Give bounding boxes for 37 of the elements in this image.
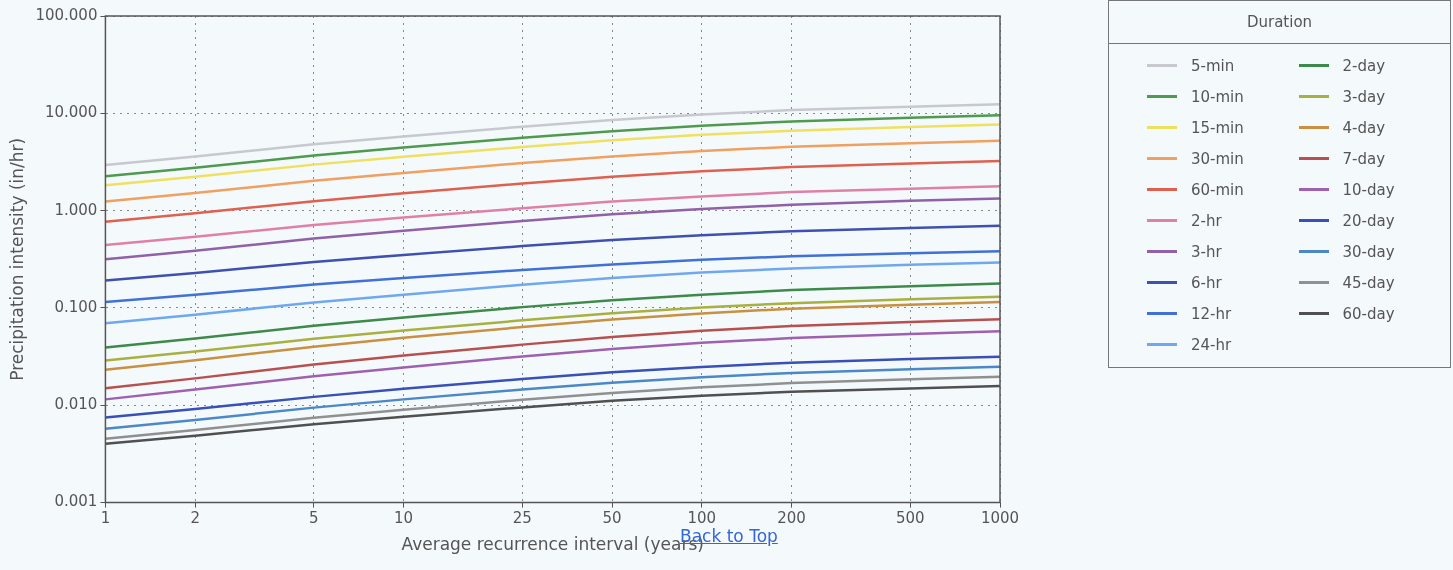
y-axis-title: Precipitation intensity (in/hr) [6,137,27,381]
legend-label: 6-hr [1191,273,1222,292]
legend-label: 10-min [1191,87,1244,106]
y-tick-label: 1.000 [54,200,98,219]
y-tick-label: 100.000 [35,5,98,24]
legend-label: 12-hr [1191,304,1232,323]
legend-label: 2-day [1342,56,1386,75]
x-tick-label: 200 [777,509,806,528]
y-tick-label: 0.010 [54,395,98,414]
legend-label: 3-day [1342,87,1386,106]
legend-label: 30-day [1342,242,1395,261]
legend-label: 10-day [1342,180,1395,199]
x-tick-label: 25 [512,509,532,528]
x-tick-label: 2 [190,509,200,528]
legend-title: Duration [1109,1,1450,44]
x-tick-label: 500 [895,509,925,528]
legend-label: 4-day [1342,118,1386,137]
legend-label: 3-hr [1191,242,1222,261]
legend-label: 7-day [1342,149,1386,168]
x-tick-label: 5 [309,509,319,528]
y-tick-label: 10.000 [44,103,98,122]
x-tick-label: 50 [602,509,622,528]
legend-label: 15-min [1191,118,1244,137]
x-tick-label: 100 [687,509,717,528]
x-tick-label: 10 [394,509,414,528]
legend-label: 45-day [1342,273,1395,292]
legend-label: 60-min [1191,180,1244,199]
legend-label: 24-hr [1191,335,1232,354]
legend-label: 5-min [1191,56,1235,75]
legend-label: 20-day [1342,211,1395,230]
x-tick-label: 1 [100,509,111,528]
legend-label: 30-min [1191,149,1244,168]
y-tick-label: 0.100 [54,297,98,316]
legend-label: 2-hr [1191,211,1222,230]
legend-label: 60-day [1342,304,1395,323]
x-tick-label: 1000 [980,509,1020,528]
y-tick-label: 0.001 [54,492,98,511]
